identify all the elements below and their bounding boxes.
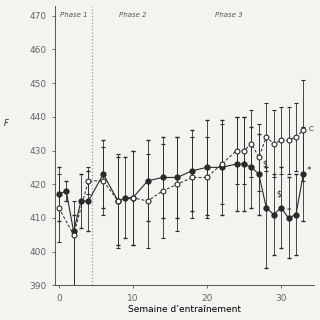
Text: Phase 3: Phase 3 xyxy=(215,12,243,18)
Text: Phase 1: Phase 1 xyxy=(60,12,87,18)
Text: *: * xyxy=(307,166,312,175)
Text: F: F xyxy=(4,119,8,128)
Text: $: $ xyxy=(263,159,268,169)
Text: C: C xyxy=(308,125,313,132)
Text: *: * xyxy=(287,207,292,216)
Text: Phase 2: Phase 2 xyxy=(119,12,147,18)
Text: $: $ xyxy=(276,190,281,199)
X-axis label: Semaine d’entraînement: Semaine d’entraînement xyxy=(128,306,241,315)
